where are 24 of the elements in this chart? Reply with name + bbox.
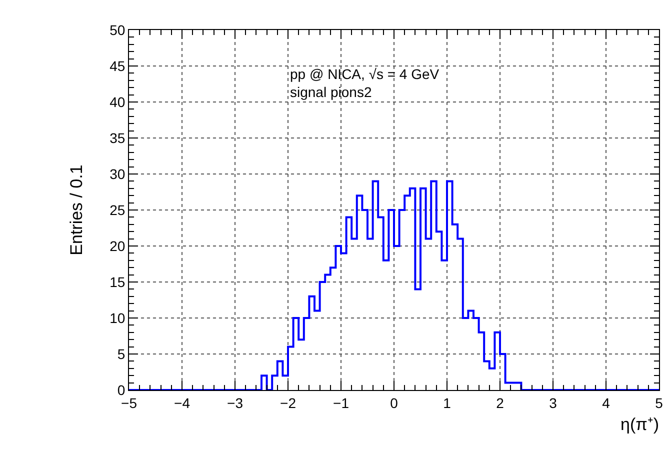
annotation: pp @ NICA, √s = 4 GeV	[290, 66, 440, 82]
x-tick-label: 1	[443, 394, 452, 411]
annotation: signal pions2	[290, 84, 372, 100]
y-tick-label: 10	[110, 310, 126, 326]
x-tick-label: 0	[390, 394, 398, 411]
x-tick-label: 5	[655, 394, 664, 411]
y-tick-label: 45	[110, 58, 126, 74]
y-tick-label: 30	[110, 166, 126, 182]
y-axis-title: Entries / 0.1	[67, 164, 86, 256]
x-tick-label: −1	[333, 394, 350, 411]
x-tick-label: 2	[496, 394, 504, 411]
x-tick-label: −2	[280, 394, 296, 411]
y-tick-label: 15	[110, 274, 126, 290]
y-tick-label: 5	[117, 346, 126, 362]
y-tick-label: 50	[110, 22, 126, 38]
y-tick-label: 20	[110, 238, 126, 254]
x-tick-label: 3	[549, 394, 558, 411]
x-tick-label: −3	[227, 394, 244, 411]
x-axis-title: η(π⁺)	[620, 415, 659, 434]
y-tick-label: 35	[110, 130, 126, 146]
y-tick-label: 25	[110, 202, 126, 218]
x-tick-label: 4	[602, 394, 610, 411]
x-tick-label: −4	[174, 394, 190, 411]
y-tick-label: 40	[110, 94, 126, 110]
